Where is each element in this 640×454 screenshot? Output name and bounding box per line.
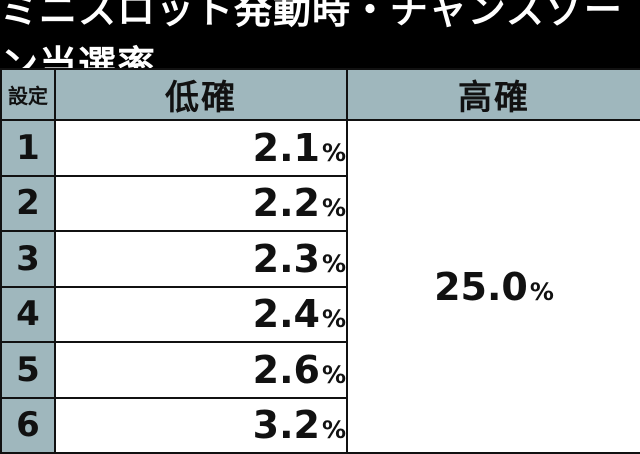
page-title-text: ミニスロット発動時・チャンスゾーン当選率 <box>0 0 623 87</box>
low-rate-cell: 2.3% <box>54 230 348 288</box>
low-rate-value: 2.6 <box>252 347 320 392</box>
high-rate-cell: 25.0% <box>346 119 640 454</box>
setting-cell: 1 <box>0 119 56 177</box>
table-row: 3 2.3% <box>0 230 640 288</box>
low-rate-value: 3.2 <box>252 403 320 448</box>
header-low: 低確 <box>54 68 348 121</box>
header-setting: 設定 <box>0 68 56 121</box>
header-high: 高確 <box>346 68 640 121</box>
low-rate-cell: 2.1% <box>54 119 348 177</box>
high-rate-value: 25.0 <box>434 264 528 309</box>
low-rate-value: 2.4 <box>252 292 320 337</box>
low-rate-value: 2.1 <box>252 125 320 170</box>
percent-unit: % <box>321 194 346 223</box>
table-row: 4 2.4% <box>0 285 640 343</box>
percent-unit: % <box>321 305 346 334</box>
page-title: ミニスロット発動時・チャンスゾーン当選率 <box>0 0 640 87</box>
setting-cell: 5 <box>0 341 56 399</box>
table-row: 2 2.2% <box>0 174 640 232</box>
table-row: 1 2.1% 25.0% <box>0 119 640 454</box>
low-rate-cell: 2.4% <box>54 285 348 343</box>
probability-table: 設定 低確 高確 1 2.1% 25.0% 2 2.2% 3 2.3% 4 2.… <box>0 68 640 454</box>
low-rate-value: 2.2 <box>252 181 320 226</box>
percent-unit: % <box>321 138 346 167</box>
low-rate-cell: 2.6% <box>54 341 348 399</box>
setting-cell: 4 <box>0 285 56 343</box>
low-rate-value: 2.3 <box>252 236 320 281</box>
percent-unit: % <box>321 416 346 445</box>
low-rate-cell: 2.2% <box>54 174 348 232</box>
low-rate-cell: 3.2% <box>54 396 348 454</box>
table-row: 6 3.2% <box>0 396 640 454</box>
setting-cell: 6 <box>0 396 56 454</box>
percent-unit: % <box>321 249 346 278</box>
table-row: 5 2.6% <box>0 341 640 399</box>
percent-unit: % <box>529 277 554 306</box>
percent-unit: % <box>321 360 346 389</box>
setting-cell: 3 <box>0 230 56 288</box>
table-header-row: 設定 低確 高確 <box>0 68 640 121</box>
setting-cell: 2 <box>0 174 56 232</box>
